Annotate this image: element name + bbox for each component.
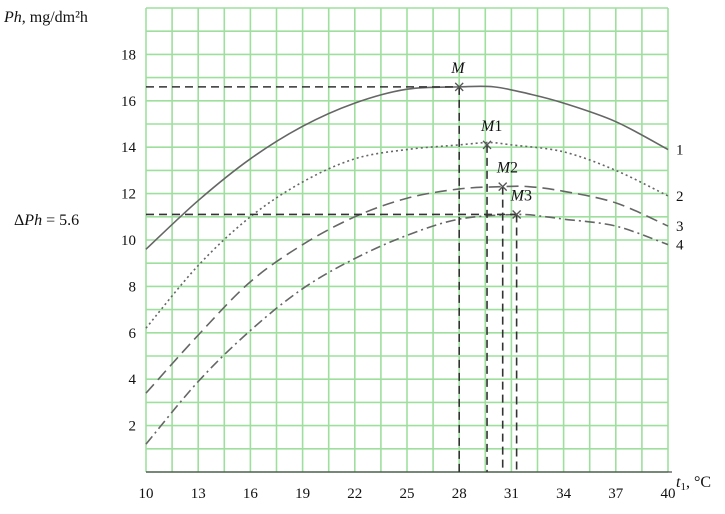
y-tick-label: 10 (121, 233, 136, 249)
y-axis-label: Ph, mg/dm²h (3, 9, 88, 26)
x-tick-label: 22 (347, 486, 362, 502)
y-tick-label: 14 (121, 140, 137, 156)
series-label-1: 1 (676, 143, 684, 159)
curves: 1 2 3 4 (145, 85, 684, 445)
x-axis-label: t1, °C (676, 474, 711, 493)
point-mark (482, 140, 492, 150)
series-curve-3 (145, 185, 669, 394)
series-label-3: 3 (676, 219, 684, 235)
y-tick-label: 18 (121, 47, 136, 63)
series-label-2: 2 (676, 189, 684, 205)
marked-points: M M1 M2 M3 (450, 60, 532, 219)
x-tick-label: 10 (139, 486, 154, 502)
reference-lines (146, 86, 518, 472)
x-tick-label: 25 (400, 486, 415, 502)
x-tick-label: 13 (191, 486, 206, 502)
point-label: M3 (510, 187, 532, 204)
x-tick-label: 31 (504, 486, 519, 502)
point-label: M2 (496, 160, 518, 177)
delta-ph-label: ΔPh = 5.6 (14, 212, 79, 229)
point-mark (512, 210, 522, 219)
series-label-4: 4 (676, 238, 684, 254)
x-tick-label: 28 (452, 486, 467, 502)
x-tick-label: 34 (556, 486, 572, 502)
grid (145, 7, 672, 473)
x-tick-label: 16 (243, 486, 259, 502)
x-tick-label: 37 (608, 486, 624, 502)
y-tick-label: 6 (129, 326, 137, 342)
tick-labels: 10 13 16 19 22 25 28 31 34 37 40 2 4 6 8 10 12 14 16 18 (121, 47, 676, 502)
y-tick-label: 2 (129, 419, 137, 435)
y-tick-label: 8 (129, 279, 137, 295)
point-label: M1 (480, 118, 502, 135)
y-tick-label: 16 (121, 94, 137, 110)
point-mark (498, 182, 508, 192)
x-tick-label: 40 (661, 486, 676, 502)
series-curve-1 (145, 85, 669, 250)
y-tick-label: 12 (121, 187, 136, 203)
point-label: M (450, 60, 466, 77)
y-tick-label: 4 (129, 372, 137, 388)
x-tick-label: 19 (295, 486, 310, 502)
point-mark (454, 82, 464, 92)
